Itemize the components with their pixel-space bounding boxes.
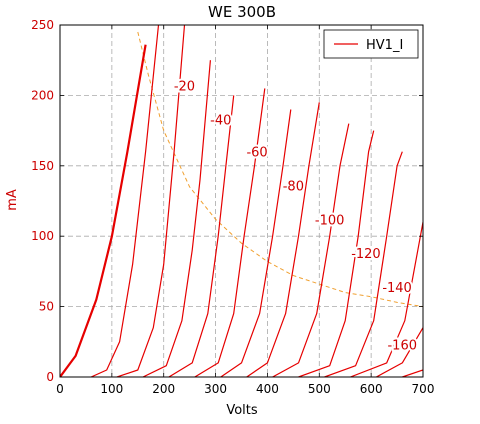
grid-lines: [60, 25, 423, 377]
plate-curve-neg200: [324, 151, 403, 377]
curve-label: -20: [174, 80, 195, 95]
plate-curve-neg40: [116, 25, 186, 377]
plate-curve-neg80: [168, 95, 235, 377]
plate-curve-neg60: [142, 60, 211, 377]
plate-curve-neg180: [298, 130, 375, 377]
plate-curve-neg120: [220, 109, 292, 377]
plate-curve-neg260: [402, 369, 423, 377]
curve-label: -140: [382, 281, 412, 296]
curve-label: -100: [315, 213, 345, 228]
plate-curve-neg220: [350, 221, 423, 377]
curve-label: -40: [210, 113, 231, 128]
axis-ticks: 0 100 200 300 400 500 600 700 0 50 100 150 200 250: [31, 18, 434, 396]
y-tick-label: 200: [31, 88, 54, 102]
plot-frame: [59, 24, 424, 378]
x-tick-label: 0: [56, 382, 64, 396]
plate-curve-neg140: [246, 102, 320, 377]
curve-labels: -20 -40 -60 -80 -100 -120 -140 -160: [172, 78, 419, 356]
curve-label: -120: [351, 247, 381, 262]
x-tick-label: 700: [412, 382, 435, 396]
y-tick-label: 100: [31, 229, 54, 243]
legend-entry-hv1-i: HV1_I: [366, 38, 403, 53]
curve-label: -160: [387, 339, 417, 354]
x-tick-label: 300: [204, 382, 227, 396]
plate-curve-neg20: [90, 25, 160, 377]
legend: HV1_I: [323, 29, 419, 59]
plate-curves: [60, 25, 423, 377]
y-tick-label: 250: [31, 18, 54, 32]
x-tick-label: 200: [152, 382, 175, 396]
curve-label: -60: [246, 146, 267, 161]
x-tick-label: 100: [100, 382, 123, 396]
chart-title: WE 300B: [208, 3, 276, 21]
y-tick-label: 0: [46, 370, 54, 384]
plate-curve-neg240: [376, 327, 423, 377]
plate-curve-0: [60, 44, 147, 377]
y-tick-label: 150: [31, 159, 54, 173]
y-tick-label: 50: [39, 300, 54, 314]
plate-curve-neg160: [272, 123, 350, 377]
load-line: [137, 31, 423, 308]
x-tick-label: 400: [256, 382, 279, 396]
x-tick-label: 600: [360, 382, 383, 396]
x-axis-label: Volts: [226, 403, 258, 418]
curve-label: -80: [283, 180, 304, 195]
plate-curve-neg100: [194, 88, 266, 377]
y-axis-label: mA: [5, 189, 20, 211]
x-tick-label: 500: [308, 382, 331, 396]
